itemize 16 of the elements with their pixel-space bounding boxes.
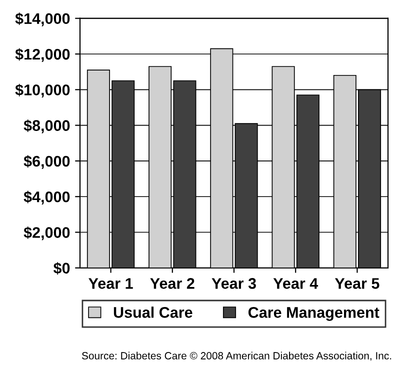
y-tick-label: $14,000 xyxy=(15,12,70,26)
x-tick-label: Year 5 xyxy=(334,278,380,289)
y-tick-label: $2,000 xyxy=(24,226,70,240)
x-tick-label: Year 2 xyxy=(150,278,194,289)
legend-label: Usual Care xyxy=(114,306,192,318)
x-tick-label: Year 1 xyxy=(88,278,133,289)
y-tick-label: $4,000 xyxy=(24,190,70,205)
y-tick-label: $6,000 xyxy=(24,155,70,169)
x-tick-label: Year 3 xyxy=(212,278,256,289)
y-tick-label: $12,000 xyxy=(15,48,70,62)
legend-label: Care Management xyxy=(248,307,380,321)
source-note: Source: Diabetes Care © 2008 American Diabetes Association, Inc. xyxy=(82,352,392,361)
x-tick-label: Year 4 xyxy=(273,278,318,289)
y-tick-label: $10,000 xyxy=(15,84,70,98)
y-tick-label: $8,000 xyxy=(24,120,70,134)
y-tick-label: $0 xyxy=(53,262,70,275)
